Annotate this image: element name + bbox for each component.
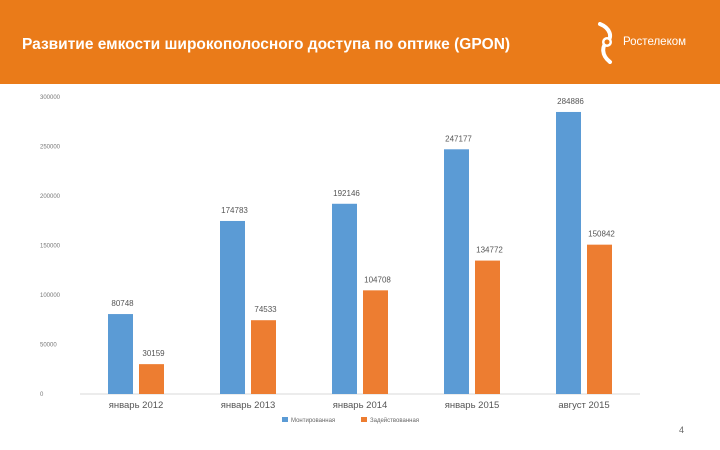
data-label: 284886 — [557, 97, 584, 106]
bar-installed — [108, 314, 133, 394]
bar-installed — [220, 220, 245, 394]
y-tick-label: 250000 — [40, 145, 61, 151]
y-tick-label: 200000 — [40, 194, 61, 200]
page-number: 4 — [679, 425, 685, 435]
bar-used — [139, 364, 164, 394]
rostelecom-logo: Ростелеком — [596, 22, 714, 68]
bar-used — [475, 260, 500, 394]
category-label: январь 2014 — [333, 400, 388, 411]
legend-swatch — [361, 417, 367, 422]
category-label: январь 2012 — [109, 400, 164, 411]
data-label: 247177 — [445, 134, 472, 143]
slide-title: Развитие емкости широкополосного доступа… — [22, 36, 511, 53]
bar-installed — [332, 203, 357, 394]
bar-installed — [556, 111, 581, 394]
bar-chart: 0 50000 100000 150000 200000 250000 300000 8074… — [40, 95, 640, 424]
logo-text: Ростелеком — [623, 36, 687, 48]
data-label: 104708 — [364, 275, 391, 284]
data-label: 74533 — [254, 305, 277, 314]
data-label: 174783 — [221, 206, 248, 215]
category-label: январь 2013 — [221, 400, 276, 411]
y-tick-label: 150000 — [40, 244, 61, 250]
y-tick-label: 50000 — [40, 343, 57, 349]
header-banner: Развитие емкости широкополосного доступа… — [0, 0, 720, 84]
data-label: 192146 — [333, 189, 360, 198]
legend-swatch — [282, 417, 288, 422]
bar-installed — [444, 149, 469, 394]
bar-used — [587, 244, 612, 394]
category-label: январь 2015 — [445, 400, 500, 411]
data-label: 150842 — [588, 230, 615, 239]
legend-label: Монтированная — [291, 418, 335, 424]
data-label: 134772 — [476, 246, 503, 255]
legend-label: Задействованная — [370, 417, 419, 424]
bar-used — [363, 290, 388, 394]
data-label: 30159 — [142, 349, 165, 358]
rostelecom-logo-icon — [598, 22, 613, 64]
y-tick-label: 100000 — [40, 293, 61, 299]
data-label: 80748 — [111, 299, 134, 308]
bar-used — [251, 320, 276, 394]
y-tick-label: 0 — [40, 392, 44, 398]
y-tick-label: 300000 — [40, 95, 61, 101]
category-label: август 2015 — [558, 400, 609, 411]
